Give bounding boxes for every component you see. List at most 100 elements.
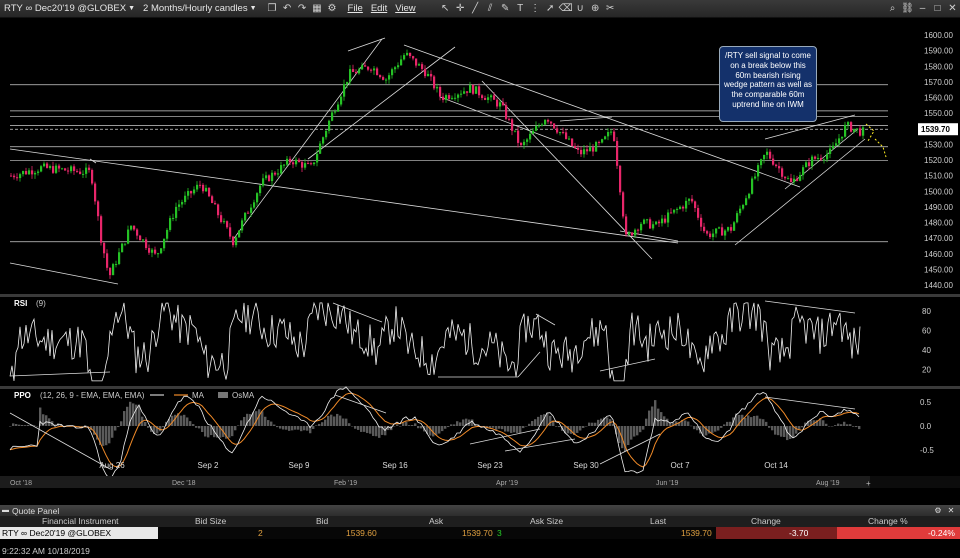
osma-bar	[87, 426, 90, 427]
minimize-icon[interactable]: –	[919, 3, 926, 14]
candle-body	[688, 198, 691, 201]
maximize-icon[interactable]: □	[934, 3, 941, 14]
osma-bar	[420, 426, 423, 429]
osma-bar	[507, 426, 510, 432]
close-icon[interactable]: ✕	[948, 3, 957, 14]
magnet-icon[interactable]: ∪	[576, 3, 584, 14]
candle-body	[718, 227, 721, 229]
arrow-path	[874, 138, 887, 158]
candle-body	[805, 162, 808, 168]
menu-edit[interactable]: Edit	[370, 3, 388, 14]
col-ask-size[interactable]: Ask Size	[530, 516, 564, 526]
col-bid-size[interactable]: Bid Size	[195, 516, 227, 526]
quote-row[interactable]: RTY ∞ Dec20'19 @GLOBEX 2 1539.60 1539.70…	[0, 527, 960, 539]
col-change-pct[interactable]: Change %	[868, 516, 908, 526]
symbol-selector[interactable]: RTY ∞ Dec20'19 @GLOBEX ▼	[0, 0, 139, 18]
candle-body	[571, 138, 574, 146]
panel-settings-icon[interactable]: ⚙	[934, 506, 942, 515]
col-instrument[interactable]: Financial Instrument	[42, 516, 119, 526]
osma-bar	[618, 426, 621, 444]
candle-body	[28, 170, 31, 175]
candle-body	[325, 130, 328, 138]
trendline-icon[interactable]: ╱	[472, 3, 479, 14]
pencil-icon[interactable]: ✎	[500, 3, 510, 14]
trendline	[439, 96, 579, 150]
menu-file[interactable]: File	[347, 3, 363, 14]
candle-body	[439, 87, 442, 97]
osma-bar	[417, 426, 420, 429]
candle-body	[358, 69, 361, 74]
candle-body	[286, 158, 289, 165]
osma-bar	[102, 426, 105, 446]
time-axis: Aug 26 Sep 2 Sep 9 Sep 16 Sep 23 Sep 30 Oct 7 O…	[0, 461, 960, 488]
candle-body	[118, 252, 121, 265]
candle-body	[52, 166, 55, 173]
osma-bar	[654, 400, 657, 426]
osma-bar	[438, 426, 441, 434]
candle-body	[391, 69, 394, 76]
candle-body	[49, 166, 52, 168]
candle-body	[655, 221, 658, 225]
settings-icon[interactable]: ⚙	[327, 3, 337, 14]
menu-view[interactable]: View	[395, 3, 416, 14]
candle-body	[697, 208, 700, 218]
osma-bar	[321, 422, 324, 426]
candle-body	[835, 143, 838, 146]
col-bid[interactable]: Bid	[316, 516, 329, 526]
osma-bar	[396, 424, 399, 426]
col-ask[interactable]: Ask	[429, 516, 444, 526]
channel-icon[interactable]: ⫽	[487, 3, 493, 14]
candle-body	[586, 149, 589, 152]
osma-bar	[363, 426, 366, 432]
candle-body	[175, 206, 178, 218]
osma-bar	[237, 425, 240, 426]
candle-body	[25, 171, 28, 175]
osma-bar	[639, 426, 642, 433]
price-chart-svg[interactable]: 1568.181551.421547.791542.181528.491519.…	[0, 19, 960, 489]
osma-bar	[54, 424, 57, 426]
candle-body	[361, 65, 364, 70]
timeframe-selector[interactable]: 2 Months/Hourly candles ▼	[139, 0, 261, 18]
osma-bar	[570, 426, 573, 434]
fibonacci-icon[interactable]: ⋮	[530, 3, 541, 14]
candle-body	[523, 141, 526, 146]
tools-icon[interactable]: ✂	[605, 3, 615, 14]
link-icon[interactable]: ⛓	[901, 3, 914, 14]
osma-bar	[825, 423, 828, 426]
candle-body	[799, 175, 802, 181]
redo-icon[interactable]: ↷	[297, 3, 307, 14]
pointer-icon[interactable]: ↖	[440, 3, 450, 14]
osma-bar	[261, 411, 264, 426]
osma-bar	[537, 416, 540, 426]
osma-bar	[306, 426, 309, 431]
row-instrument[interactable]: RTY ∞ Dec20'19 @GLOBEX	[0, 527, 158, 539]
price-axis: 1600.00 1590.00 1580.00 1570.00 1560.00 1550.…	[888, 19, 960, 294]
osma-bar	[33, 425, 36, 426]
copy-icon[interactable]: ❐	[267, 3, 277, 14]
zoom-icon[interactable]: ⊕	[590, 3, 600, 14]
text-icon[interactable]: T	[517, 3, 524, 14]
osma-bar	[633, 426, 636, 437]
eraser-icon[interactable]: ⌫	[558, 3, 573, 14]
osma-bar	[24, 425, 27, 426]
osma-bar	[516, 426, 519, 433]
col-change[interactable]: Change	[751, 516, 781, 526]
candle-body	[16, 177, 19, 179]
grid-icon[interactable]: ▦	[312, 3, 322, 14]
search-icon[interactable]: ⌕	[889, 3, 896, 14]
osma-bar	[660, 412, 663, 426]
crosshair-icon[interactable]: ✛	[455, 3, 465, 14]
candle-body	[784, 176, 787, 179]
undo-icon[interactable]: ↶	[282, 3, 292, 14]
col-last[interactable]: Last	[650, 516, 667, 526]
arrow-icon[interactable]: ➚	[545, 3, 555, 14]
collapse-icon[interactable]: ▬	[2, 507, 9, 514]
candle-body	[481, 95, 484, 98]
candle-body	[721, 227, 724, 236]
candle-body	[430, 73, 433, 77]
chart-area[interactable]: 1568.181551.421547.791542.181528.491519.…	[0, 19, 960, 489]
osma-bar	[255, 411, 258, 426]
panel-close-icon[interactable]: ✕	[947, 506, 955, 515]
candle-body	[82, 173, 85, 175]
osma-bar	[651, 406, 654, 426]
